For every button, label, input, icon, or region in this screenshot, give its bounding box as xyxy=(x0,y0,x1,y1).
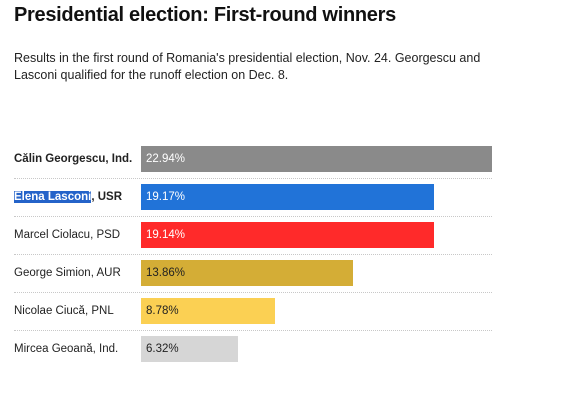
bar-row: Călin Georgescu, Ind. 22.94% xyxy=(0,140,587,178)
bar: 8.78% xyxy=(141,298,275,324)
bar-value-label: 22.94% xyxy=(146,153,186,165)
candidate-party: PNL xyxy=(91,305,114,317)
candidate-name: Mircea Geoană xyxy=(14,343,93,355)
bar-value-label: 19.14% xyxy=(146,229,186,241)
row-divider xyxy=(14,292,492,293)
bar-row: Elena Lasconi, USR 19.17% xyxy=(0,178,587,216)
candidate-party: USR xyxy=(97,191,123,203)
candidate-name: Călin Georgescu xyxy=(14,153,106,165)
bar: 6.32% xyxy=(141,336,238,362)
label-separator: , xyxy=(91,191,98,203)
bar-category-label: Nicolae Ciucă, PNL xyxy=(14,292,114,330)
label-separator: , xyxy=(92,343,100,355)
candidate-name: George Simion xyxy=(14,267,91,279)
bar-value-label: 19.17% xyxy=(146,191,186,203)
bar: 13.86% xyxy=(141,260,353,286)
bar-category-label: George Simion, AUR xyxy=(14,254,121,292)
bar-row: Nicolae Ciucă, PNL 8.78% xyxy=(0,292,587,330)
label-separator: , xyxy=(90,229,97,241)
candidate-party: Ind. xyxy=(99,343,119,355)
row-divider xyxy=(14,216,492,217)
bar-chart: Călin Georgescu, Ind. 22.94% Elena Lasconi… xyxy=(0,140,587,380)
bar-category-label: Mircea Geoană, Ind. xyxy=(14,330,118,368)
bar-category-label: Călin Georgescu, Ind. xyxy=(14,140,132,178)
candidate-party: PSD xyxy=(96,229,121,241)
row-divider xyxy=(14,178,492,179)
label-separator: , xyxy=(84,305,92,317)
label-separator: , xyxy=(105,153,112,165)
row-divider xyxy=(14,254,492,255)
chart-subtitle: Results in the first round of Romania's … xyxy=(14,51,481,82)
candidate-party: Ind. xyxy=(111,153,133,165)
bar-row: Mircea Geoană, Ind. 6.32% xyxy=(0,330,587,368)
bar: 22.94% xyxy=(141,146,492,172)
bar-row: Marcel Ciolacu, PSD 19.14% xyxy=(0,216,587,254)
bar-row: George Simion, AUR 13.86% xyxy=(0,254,587,292)
bar: 19.14% xyxy=(141,222,434,248)
bar-value-label: 13.86% xyxy=(146,267,186,279)
candidate-name: Marcel Ciolacu xyxy=(14,229,91,241)
bar-category-label: Marcel Ciolacu, PSD xyxy=(14,216,120,254)
candidate-name: Nicolae Ciucă xyxy=(14,305,85,317)
chart-title: Presidential election: First-round winne… xyxy=(14,4,396,26)
candidate-name: Elena Lasconi xyxy=(14,191,92,203)
bar-category-label: Elena Lasconi, USR xyxy=(14,178,122,216)
bar-value-label: 8.78% xyxy=(146,305,179,317)
bar: 19.17% xyxy=(141,184,434,210)
row-divider xyxy=(14,330,492,331)
candidate-party: AUR xyxy=(96,267,121,279)
bar-value-label: 6.32% xyxy=(146,343,179,355)
label-separator: , xyxy=(90,267,97,279)
